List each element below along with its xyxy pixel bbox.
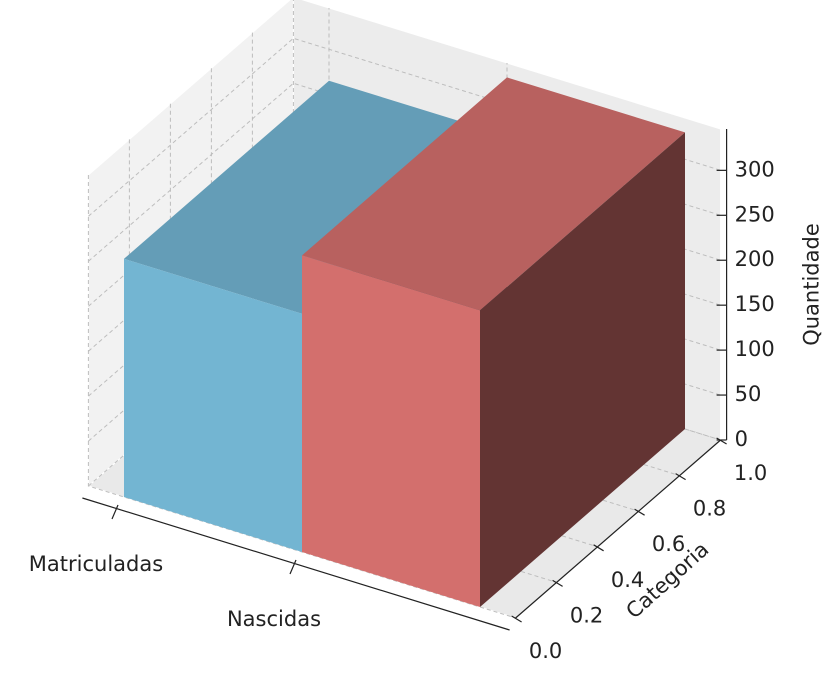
y-tick-label: 0.2 bbox=[570, 603, 603, 627]
y-tick bbox=[675, 473, 686, 481]
z-tick-label: 100 bbox=[735, 337, 775, 361]
bar-front bbox=[302, 255, 480, 607]
bar-top bbox=[302, 77, 685, 311]
y-tick bbox=[593, 544, 604, 552]
z-tick-label: 150 bbox=[735, 292, 775, 316]
y-tick bbox=[716, 437, 727, 445]
x-tick bbox=[111, 504, 119, 520]
x-tick bbox=[289, 559, 297, 575]
z-tick-label: 50 bbox=[735, 382, 762, 406]
bar-front bbox=[124, 258, 302, 552]
z-tick-label: 200 bbox=[735, 247, 775, 271]
y-tick-label: 1.0 bbox=[734, 461, 767, 485]
x-axis-line bbox=[82, 497, 510, 631]
y-axis-line bbox=[515, 439, 721, 619]
z-tick-label: 250 bbox=[735, 202, 775, 226]
y-tick bbox=[511, 615, 522, 623]
y-tick-label: 0.8 bbox=[693, 497, 726, 521]
grid-line bbox=[87, 175, 516, 619]
y-tick-label: 0.0 bbox=[529, 639, 562, 663]
z-axis-label: Quantidade bbox=[800, 223, 824, 346]
bar-side bbox=[480, 132, 685, 607]
x-tick-label: Matriculadas bbox=[29, 552, 163, 576]
y-tick bbox=[552, 579, 563, 587]
x-tick-label: Nascidas bbox=[227, 607, 321, 631]
z-tick-label: 300 bbox=[735, 157, 775, 181]
y-tick-label: 0.6 bbox=[652, 532, 685, 556]
y-tick bbox=[634, 508, 645, 516]
bar-top bbox=[124, 80, 507, 314]
y-tick-label: 0.4 bbox=[611, 568, 644, 592]
z-tick-label: 0 bbox=[735, 427, 748, 451]
